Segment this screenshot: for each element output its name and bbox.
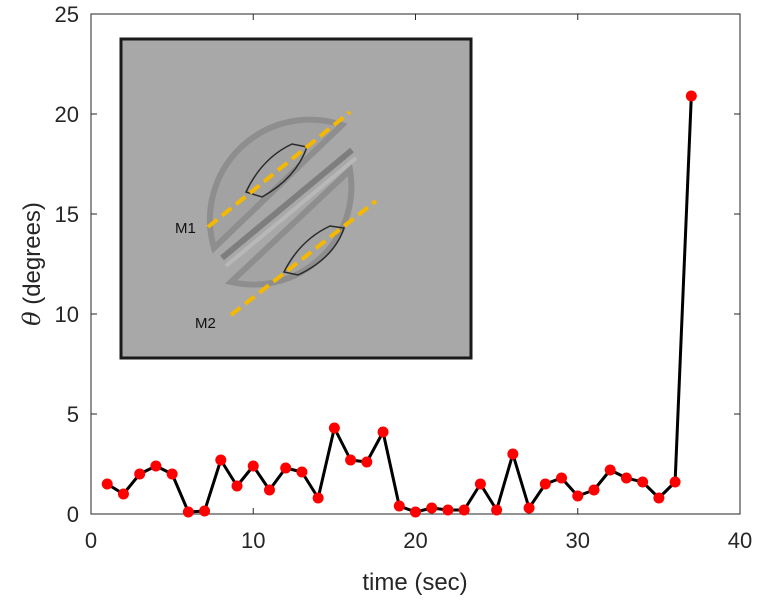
- x-tick-label: 10: [241, 528, 265, 553]
- data-point: [182, 506, 194, 518]
- y-tick-label: 0: [67, 502, 79, 527]
- data-point: [377, 426, 389, 438]
- data-point: [507, 448, 519, 460]
- y-axis-symbol: θ: [18, 311, 46, 326]
- data-point: [604, 464, 616, 476]
- data-point: [442, 504, 454, 516]
- data-point: [231, 480, 243, 492]
- inset-label-m1: M1: [175, 220, 196, 237]
- data-point: [426, 502, 438, 514]
- data-point: [296, 466, 308, 478]
- data-point: [669, 476, 681, 488]
- x-tick-label: 30: [566, 528, 590, 553]
- data-point: [361, 456, 373, 468]
- x-tick-label: 0: [85, 528, 97, 553]
- upper-cell-outline: [206, 116, 348, 254]
- y-tick-label: 20: [55, 102, 79, 127]
- data-point: [263, 484, 275, 496]
- inset-image: M1 M2: [119, 37, 473, 360]
- x-tick-label: 20: [403, 528, 427, 553]
- data-point: [572, 490, 584, 502]
- m2-contour: [282, 225, 345, 276]
- y-tick-label: 25: [55, 2, 79, 27]
- data-point: [247, 460, 259, 472]
- data-point: [199, 505, 211, 517]
- data-point: [539, 478, 551, 490]
- data-point: [134, 468, 146, 480]
- data-point: [491, 504, 503, 516]
- data-point: [280, 462, 292, 474]
- data-point: [685, 90, 697, 102]
- series-layer: [101, 90, 697, 518]
- y-axis-title: θ (degrees): [18, 202, 46, 326]
- data-point: [653, 492, 665, 504]
- x-tick-label: 40: [728, 528, 752, 553]
- data-point: [312, 492, 324, 504]
- y-tick-label: 5: [67, 402, 79, 427]
- lower-cell-outline: [224, 163, 355, 288]
- m1-orientation-line: [206, 110, 352, 229]
- x-axis-title: time (sec): [362, 569, 467, 596]
- ticks: [90, 13, 741, 515]
- data-point: [117, 488, 129, 500]
- y-tick-label: 15: [55, 202, 79, 227]
- data-point: [328, 422, 340, 434]
- data-point: [474, 478, 486, 490]
- data-point: [620, 472, 632, 484]
- y-axis-label-text: (degrees): [19, 202, 46, 311]
- data-point: [458, 504, 470, 516]
- y-tick-label: 10: [55, 302, 79, 327]
- data-point: [637, 476, 649, 488]
- data-point: [215, 454, 227, 466]
- tick-labels: 0 10 20 30 40 0 5 10 15 20 25: [55, 2, 753, 553]
- m2-orientation-line: [229, 199, 378, 317]
- data-point: [345, 454, 357, 466]
- data-point: [410, 506, 421, 518]
- data-point: [393, 500, 405, 512]
- inset-label-m2: M2: [195, 315, 216, 332]
- data-point: [101, 478, 113, 490]
- data-point: [588, 484, 600, 496]
- data-point: [556, 472, 568, 484]
- data-point: [523, 502, 535, 514]
- data-point: [166, 468, 178, 480]
- data-point: [150, 460, 162, 472]
